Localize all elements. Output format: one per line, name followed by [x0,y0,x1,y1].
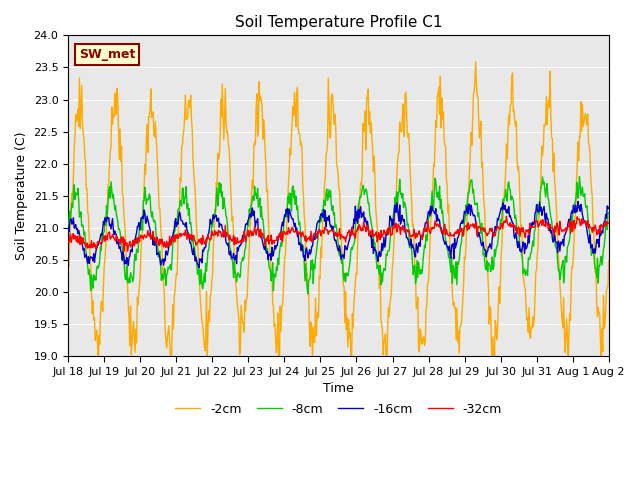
Text: SW_met: SW_met [79,48,135,61]
-32cm [64,239,72,244]
-16cm [574,199,582,204]
-8cm [130,275,138,280]
-8cm [420,242,428,248]
Legend: -2cm, -8cm, -16cm, -32cm: -2cm, -8cm, -16cm, -32cm [170,398,507,420]
-16cm [420,226,428,232]
-32cm [74,240,82,246]
Line: -32cm: -32cm [68,216,609,252]
-32cm [186,231,193,237]
-8cm [304,290,312,296]
-32cm [420,225,428,231]
-2cm [94,373,102,379]
-16cm [214,216,221,222]
-8cm [74,185,82,191]
-32cm [131,243,138,249]
Line: -2cm: -2cm [68,62,609,376]
-2cm [131,335,138,341]
-16cm [195,265,203,271]
-16cm [74,231,82,237]
Line: -16cm: -16cm [68,202,609,268]
-32cm [502,214,510,219]
-32cm [120,249,127,254]
-8cm [575,174,583,180]
Line: -8cm: -8cm [68,177,609,293]
-16cm [605,204,612,210]
-2cm [405,131,413,136]
-8cm [184,213,192,218]
-32cm [605,220,612,226]
-8cm [64,223,72,229]
-2cm [472,59,479,65]
-2cm [74,106,82,112]
-2cm [186,97,193,103]
X-axis label: Time: Time [323,382,354,396]
-2cm [64,259,72,264]
Title: Soil Temperature Profile C1: Soil Temperature Profile C1 [235,15,442,30]
-8cm [405,229,413,235]
-16cm [405,239,413,245]
-2cm [214,150,221,156]
-8cm [213,185,221,191]
-2cm [420,343,428,348]
-32cm [405,227,413,233]
-16cm [184,231,192,237]
-8cm [605,210,612,216]
-16cm [130,241,138,247]
-32cm [214,233,221,239]
-16cm [64,224,72,230]
Y-axis label: Soil Temperature (C): Soil Temperature (C) [15,132,28,260]
-2cm [605,258,612,264]
